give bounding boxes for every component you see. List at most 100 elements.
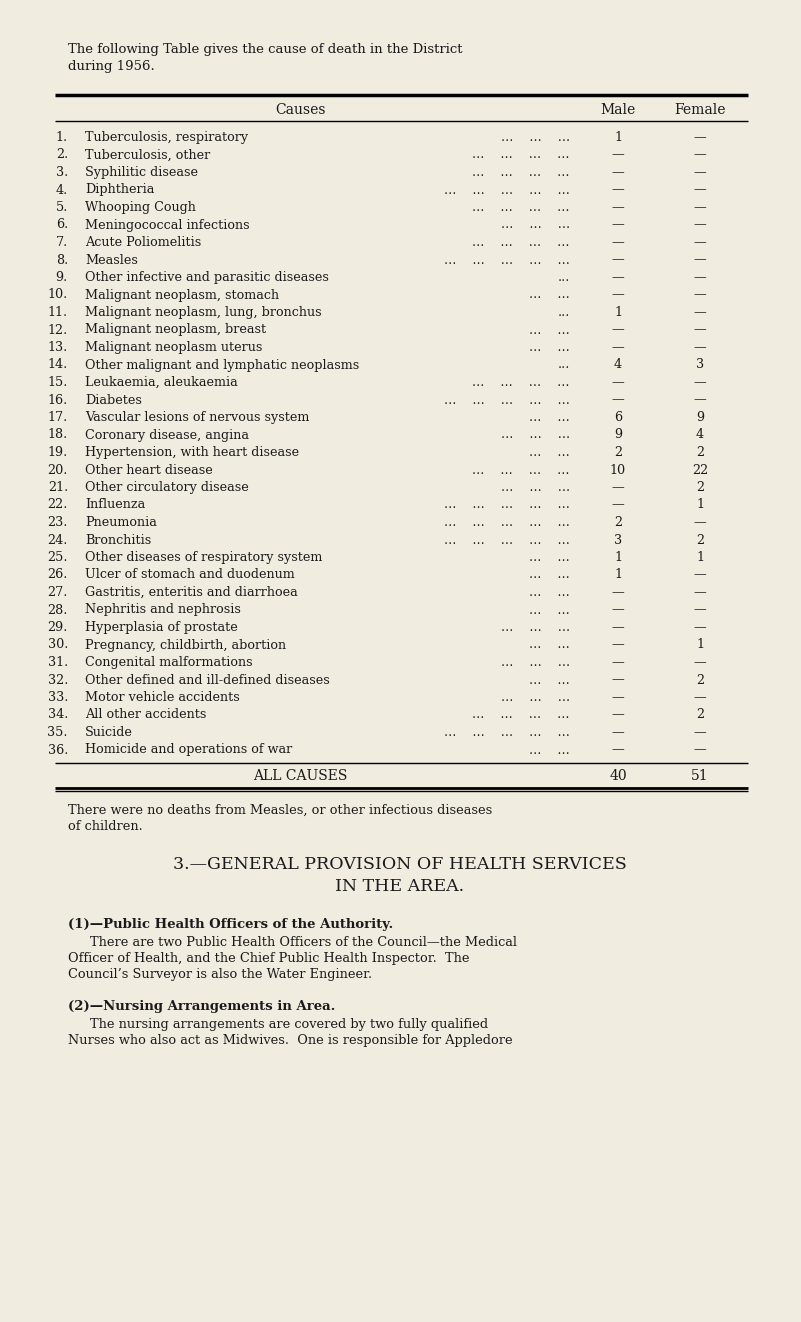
Text: ...    ...: ... ...	[529, 673, 570, 686]
Text: ...    ...: ... ...	[529, 586, 570, 599]
Text: —: —	[612, 604, 624, 616]
Text: —: —	[694, 288, 706, 301]
Text: 1: 1	[696, 639, 704, 652]
Text: 32.: 32.	[47, 673, 68, 686]
Text: Suicide: Suicide	[85, 726, 133, 739]
Text: 2: 2	[696, 534, 704, 546]
Text: Other infective and parasitic diseases: Other infective and parasitic diseases	[85, 271, 329, 284]
Text: 4: 4	[696, 428, 704, 442]
Text: 10: 10	[610, 464, 626, 476]
Text: 1: 1	[696, 498, 704, 512]
Text: Homicide and operations of war: Homicide and operations of war	[85, 743, 292, 756]
Text: —: —	[612, 639, 624, 652]
Text: Influenza: Influenza	[85, 498, 145, 512]
Text: ...    ...    ...    ...    ...: ... ... ... ... ...	[444, 254, 570, 267]
Text: 36.: 36.	[47, 743, 68, 756]
Text: —: —	[694, 324, 706, 337]
Text: —: —	[612, 656, 624, 669]
Text: 1: 1	[614, 568, 622, 582]
Text: —: —	[612, 341, 624, 354]
Text: ...    ...    ...    ...    ...: ... ... ... ... ...	[444, 498, 570, 512]
Text: 20.: 20.	[47, 464, 68, 476]
Text: All other accidents: All other accidents	[85, 709, 207, 722]
Text: —: —	[612, 691, 624, 705]
Text: —: —	[612, 498, 624, 512]
Text: 6: 6	[614, 411, 622, 424]
Text: The nursing arrangements are covered by two fully qualified: The nursing arrangements are covered by …	[90, 1018, 488, 1031]
Text: 27.: 27.	[47, 586, 68, 599]
Text: —: —	[612, 586, 624, 599]
Text: Leukaemia, aleukaemia: Leukaemia, aleukaemia	[85, 375, 238, 389]
Text: ...    ...    ...: ... ... ...	[501, 621, 570, 635]
Text: —: —	[694, 516, 706, 529]
Text: Pregnancy, childbirth, abortion: Pregnancy, childbirth, abortion	[85, 639, 286, 652]
Text: ...    ...    ...: ... ... ...	[501, 218, 570, 231]
Text: (1)—Public Health Officers of the Authority.: (1)—Public Health Officers of the Author…	[68, 917, 393, 931]
Text: Malignant neoplasm, stomach: Malignant neoplasm, stomach	[85, 288, 279, 301]
Text: 10.: 10.	[48, 288, 68, 301]
Text: ...    ...    ...    ...: ... ... ... ...	[473, 709, 570, 722]
Text: Acute Poliomelitis: Acute Poliomelitis	[85, 237, 201, 249]
Text: Ulcer of stomach and duodenum: Ulcer of stomach and duodenum	[85, 568, 295, 582]
Text: 15.: 15.	[47, 375, 68, 389]
Text: 24.: 24.	[47, 534, 68, 546]
Text: 9: 9	[696, 411, 704, 424]
Text: —: —	[694, 394, 706, 406]
Text: —: —	[612, 673, 624, 686]
Text: 18.: 18.	[48, 428, 68, 442]
Text: 40: 40	[610, 769, 627, 783]
Text: Diphtheria: Diphtheria	[85, 184, 155, 197]
Text: Hypertension, with heart disease: Hypertension, with heart disease	[85, 446, 299, 459]
Text: 14.: 14.	[48, 358, 68, 371]
Text: —: —	[694, 656, 706, 669]
Text: 2: 2	[696, 709, 704, 722]
Text: IN THE AREA.: IN THE AREA.	[336, 878, 465, 895]
Text: 2: 2	[614, 446, 622, 459]
Text: —: —	[612, 167, 624, 178]
Text: —: —	[612, 201, 624, 214]
Text: ...: ...	[557, 271, 570, 284]
Text: 11.: 11.	[48, 305, 68, 319]
Text: ...: ...	[557, 358, 570, 371]
Text: Causes: Causes	[275, 103, 325, 118]
Text: Whooping Cough: Whooping Cough	[85, 201, 196, 214]
Text: 2: 2	[696, 481, 704, 494]
Text: 23.: 23.	[47, 516, 68, 529]
Text: 8.: 8.	[56, 254, 68, 267]
Text: ...: ...	[557, 305, 570, 319]
Text: ALL CAUSES: ALL CAUSES	[253, 769, 347, 783]
Text: 35.: 35.	[47, 726, 68, 739]
Text: Male: Male	[601, 103, 636, 118]
Text: Tuberculosis, respiratory: Tuberculosis, respiratory	[85, 131, 248, 144]
Text: 5.: 5.	[55, 201, 68, 214]
Text: 9.: 9.	[56, 271, 68, 284]
Text: —: —	[694, 726, 706, 739]
Text: —: —	[612, 271, 624, 284]
Text: ...    ...: ... ...	[529, 639, 570, 652]
Text: Malignant neoplasm, breast: Malignant neoplasm, breast	[85, 324, 266, 337]
Text: ...    ...    ...    ...: ... ... ... ...	[473, 148, 570, 161]
Text: 6.: 6.	[56, 218, 68, 231]
Text: 4: 4	[614, 358, 622, 371]
Text: 26.: 26.	[47, 568, 68, 582]
Text: —: —	[612, 394, 624, 406]
Text: —: —	[694, 691, 706, 705]
Text: Hyperplasia of prostate: Hyperplasia of prostate	[85, 621, 238, 635]
Text: 2: 2	[696, 446, 704, 459]
Text: ...    ...    ...: ... ... ...	[501, 656, 570, 669]
Text: There are two Public Health Officers of the Council—the Medical: There are two Public Health Officers of …	[90, 936, 517, 949]
Text: —: —	[694, 167, 706, 178]
Text: —: —	[694, 743, 706, 756]
Text: Other malignant and lymphatic neoplasms: Other malignant and lymphatic neoplasms	[85, 358, 360, 371]
Text: ...    ...    ...    ...: ... ... ... ...	[473, 201, 570, 214]
Text: ...    ...    ...    ...    ...: ... ... ... ... ...	[444, 726, 570, 739]
Text: Nephritis and nephrosis: Nephritis and nephrosis	[85, 604, 241, 616]
Text: 1: 1	[614, 551, 622, 564]
Text: —: —	[694, 271, 706, 284]
Text: ...    ...: ... ...	[529, 743, 570, 756]
Text: —: —	[694, 375, 706, 389]
Text: ...    ...: ... ...	[529, 411, 570, 424]
Text: Nurses who also act as Midwives.  One is responsible for Appledore: Nurses who also act as Midwives. One is …	[68, 1034, 513, 1047]
Text: ...    ...    ...    ...: ... ... ... ...	[473, 464, 570, 476]
Text: —: —	[694, 586, 706, 599]
